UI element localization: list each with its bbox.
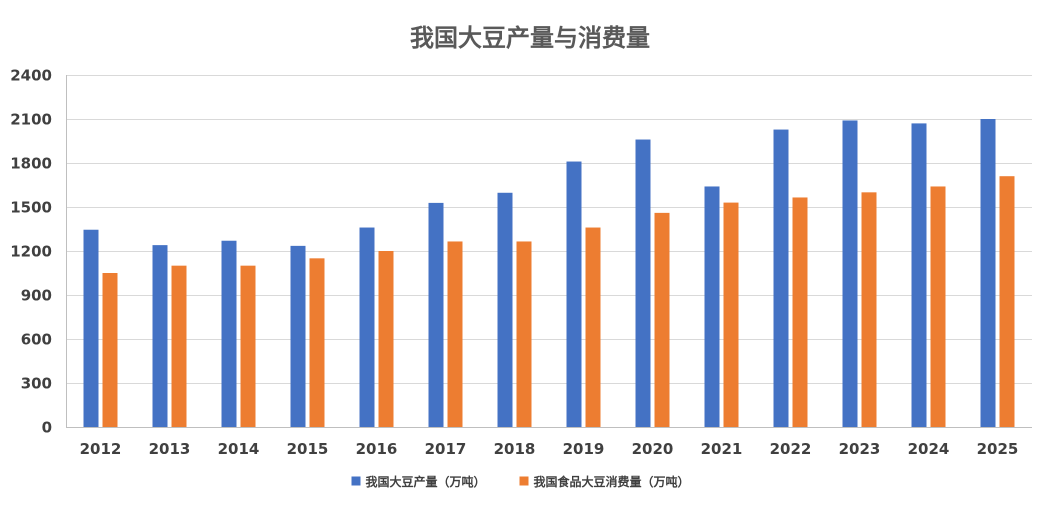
x-tick-label: 2017: [425, 440, 467, 458]
y-tick-label: 2100: [10, 111, 52, 129]
bar-consumption-2015: [309, 258, 325, 427]
bar-consumption-2018: [516, 241, 532, 427]
y-tick-label: 1800: [10, 155, 52, 173]
x-tick-label: 2012: [80, 440, 122, 458]
bar-consumption-2022: [792, 197, 808, 427]
x-tick-label: 2022: [770, 440, 812, 458]
bar-consumption-2021: [723, 202, 739, 427]
bar-production-2018: [497, 192, 513, 427]
x-tick-label: 2024: [908, 440, 950, 458]
bar-production-2024: [911, 123, 927, 428]
bar-production-2012: [83, 229, 99, 427]
y-tick-label: 300: [21, 375, 52, 393]
bar-production-2021: [704, 186, 720, 427]
bar-consumption-2019: [585, 227, 601, 427]
bar-consumption-2013: [171, 265, 187, 427]
y-tick-label: 2400: [10, 67, 52, 85]
bar-production-2013: [152, 245, 168, 427]
bar-consumption-2014: [240, 265, 256, 427]
legend-label: 我国大豆产量（万吨）: [366, 474, 486, 489]
bar-consumption-2012: [102, 273, 118, 427]
y-tick-label: 1500: [10, 199, 52, 217]
legend: 我国大豆产量（万吨） 我国食品大豆消费量（万吨）: [351, 474, 690, 489]
bar-production-2023: [842, 120, 858, 427]
x-tick-label: 2014: [218, 440, 260, 458]
x-tick-label: 2021: [701, 440, 743, 458]
bar-production-2019: [566, 161, 582, 428]
bar-production-2020: [635, 139, 651, 428]
y-tick-label: 900: [21, 287, 52, 305]
bar-consumption-2020: [654, 212, 670, 427]
x-tick-label: 2013: [149, 440, 191, 458]
bar-consumption-2016: [378, 251, 394, 427]
bar-production-2017: [428, 202, 444, 427]
x-tick-label: 2019: [563, 440, 605, 458]
y-tick-label: 1200: [10, 243, 52, 261]
y-tick-label: 0: [42, 419, 52, 437]
chart-title: 我国大豆产量与消费量: [410, 24, 650, 52]
x-tick-label: 2023: [839, 440, 881, 458]
y-tick-label: 600: [21, 331, 52, 349]
legend-label: 我国食品大豆消费量（万吨）: [534, 474, 690, 489]
bar-consumption-2023: [861, 192, 877, 427]
x-tick-label: 2020: [632, 440, 674, 458]
axes: 0 300 600 900 1200 1500 1800 2100 2400 2012 2013 20…: [10, 67, 1032, 458]
x-tick-label: 2015: [287, 440, 329, 458]
bar-consumption-2025: [999, 176, 1015, 427]
bar-production-2022: [773, 129, 789, 427]
legend-swatch: [519, 476, 529, 486]
x-tick-label: 2025: [977, 440, 1019, 458]
legend-swatch: [351, 476, 361, 486]
grid-lines: [66, 75, 1032, 384]
bar-consumption-2017: [447, 241, 463, 427]
x-tick-label: 2018: [494, 440, 536, 458]
bar-production-2014: [221, 240, 237, 427]
x-tick-label: 2016: [356, 440, 398, 458]
bar-production-2015: [290, 245, 306, 427]
bar-consumption-2024: [930, 186, 946, 427]
bar-production-2016: [359, 227, 375, 427]
bars: [83, 119, 1015, 428]
bar-production-2025: [980, 119, 996, 427]
